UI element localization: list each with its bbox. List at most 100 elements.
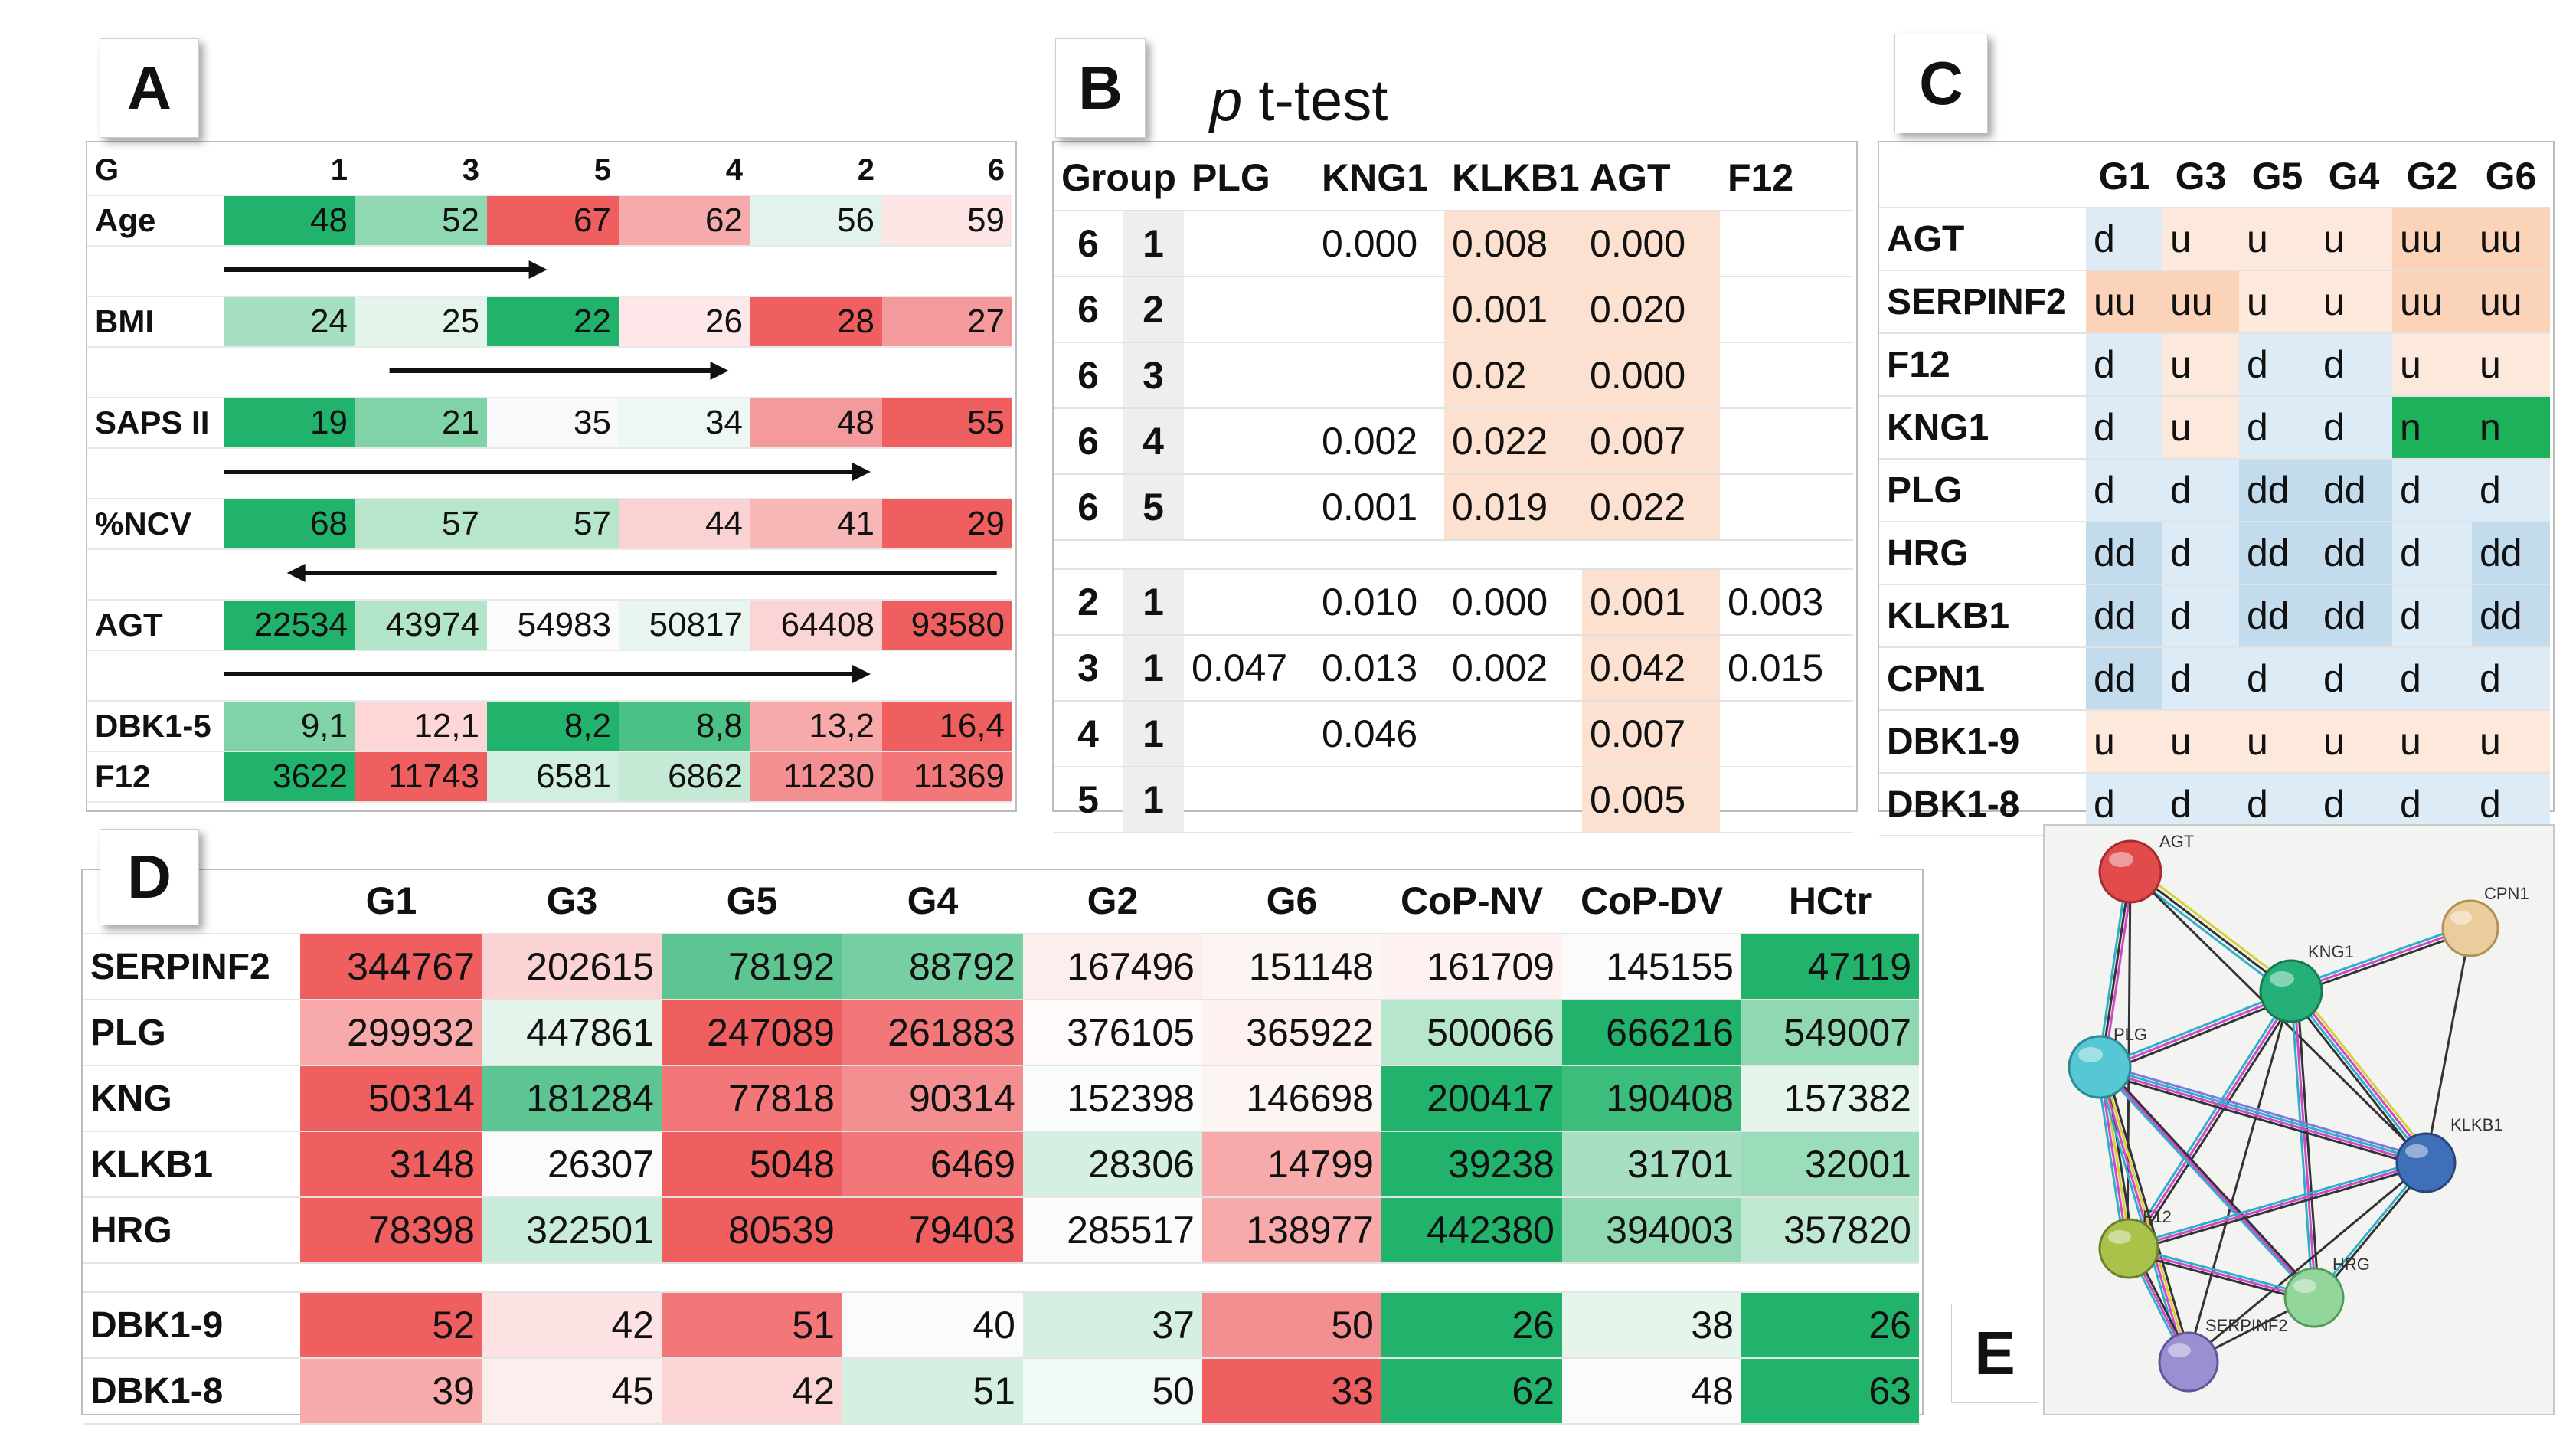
value-cell: 41 xyxy=(750,499,882,550)
ttest-row: 4 1 0.046 0.007 xyxy=(1054,701,1854,767)
group-a: 6 xyxy=(1054,474,1123,541)
row-label: AGT xyxy=(87,600,224,651)
regulation-cell: d xyxy=(2086,459,2162,522)
panel-e-label: E xyxy=(1951,1304,2038,1403)
separator-cell xyxy=(1562,1263,1741,1293)
panel-a-row: AGT 22534 43974 54983 50817 64408 93580 xyxy=(87,600,1012,651)
group-header-cell: 6 xyxy=(882,146,1012,196)
p-value-cell xyxy=(1444,701,1583,767)
protein-label: PLG xyxy=(83,1000,300,1066)
value-cell: 59 xyxy=(882,195,1012,247)
panel-a-table: G 1 3 5 4 2 6 Age 48 52 67 62 56 59 BMI 24 25 22 26 28 27 SAP… xyxy=(87,146,1012,803)
abundance-cell: 152398 xyxy=(1023,1065,1202,1132)
p-symbol: p xyxy=(1210,68,1243,133)
panel-d-table: G1 G3 G5 G4 G2 G6 CoP-NV CoP-DV HCtr SERPINF2 3447… xyxy=(83,869,1919,1425)
protein-header: F12 xyxy=(1720,146,1854,211)
separator-cell xyxy=(300,1263,482,1293)
value-cell: 27 xyxy=(882,296,1012,348)
regulation-cell: n xyxy=(2392,396,2472,460)
protein-label: AGT xyxy=(1879,208,2086,271)
group-a: 3 xyxy=(1054,635,1123,702)
arrow-row xyxy=(87,650,1012,702)
regulation-cell: uu xyxy=(2392,270,2472,334)
value-cell: 55 xyxy=(882,398,1012,449)
arrow-row xyxy=(87,549,1012,601)
panel-a-row: SAPS II 19 21 35 34 48 55 xyxy=(87,398,1012,449)
cohort-header: G2 xyxy=(1023,869,1202,934)
p-value-cell: 0.047 xyxy=(1184,635,1315,702)
cohort-header: G3 xyxy=(482,869,662,934)
abundance-cell: 26 xyxy=(1741,1292,1919,1359)
abundance-cell: 167496 xyxy=(1023,934,1202,1000)
abundance-cell: 357820 xyxy=(1741,1197,1919,1264)
abundance-cell: 447861 xyxy=(482,1000,662,1066)
value-cell: 6862 xyxy=(619,751,750,803)
value-cell: 28 xyxy=(750,296,882,348)
separator-cell xyxy=(482,1263,662,1293)
abundance-cell: 42 xyxy=(662,1358,842,1425)
abundance-cell: 261883 xyxy=(842,1000,1023,1066)
p-value-cell: 0.000 xyxy=(1444,569,1583,636)
regulation-row: DBK1-9 u u u u u u xyxy=(1879,710,2550,774)
p-value-cell: 0.001 xyxy=(1444,277,1583,343)
p-value-cell: 0.013 xyxy=(1314,635,1445,702)
network-nodes xyxy=(2068,839,2499,1393)
title-text: t-test xyxy=(1242,68,1388,133)
label-kng1: KNG1 xyxy=(2308,942,2354,961)
abundance-cell: 51 xyxy=(662,1292,842,1359)
value-cell: 6581 xyxy=(487,751,619,803)
separator-cell xyxy=(1381,1263,1562,1293)
regulation-cell: u xyxy=(2392,710,2472,774)
label-plg: PLG xyxy=(2113,1025,2147,1044)
regulation-row: KLKB1 dd d dd dd d dd xyxy=(1879,584,2550,648)
node-klkb1 xyxy=(2395,1132,2457,1193)
label-serpinf2: SERPINF2 xyxy=(2205,1316,2288,1335)
arrow-spacer xyxy=(87,246,224,297)
trend-arrow-cell xyxy=(224,347,1012,398)
cohort-header: G4 xyxy=(842,869,1023,934)
regulation-cell: d xyxy=(2086,208,2162,271)
node-f12 xyxy=(2098,1218,2159,1279)
network-graph: AGT CPN1 KNG1 PLG KLKB1 F12 HRG SERPINF2 xyxy=(2068,832,2529,1393)
separator-cell xyxy=(1582,540,1721,570)
p-value-cell xyxy=(1720,701,1854,767)
abundance-row: DBK1-8 39 45 42 51 50 33 62 48 63 xyxy=(83,1358,1919,1425)
regulation-cell: dd xyxy=(2472,522,2550,585)
abundance-cell: 90314 xyxy=(842,1065,1023,1132)
p-value-cell xyxy=(1720,211,1854,277)
abundance-cell: 51 xyxy=(842,1358,1023,1425)
arrow-spacer xyxy=(87,347,224,398)
regulation-cell: uu xyxy=(2162,270,2239,334)
regulation-cell: d xyxy=(2392,584,2472,648)
separator-cell xyxy=(662,1263,842,1293)
node-kng1 xyxy=(2259,959,2323,1023)
abundance-cell: 500066 xyxy=(1381,1000,1562,1066)
separator-cell xyxy=(83,1263,300,1293)
group-b: 2 xyxy=(1123,277,1185,343)
p-value-cell: 0.001 xyxy=(1314,474,1445,541)
value-cell: 13,2 xyxy=(750,701,882,752)
p-value-cell xyxy=(1444,767,1583,833)
value-cell: 11743 xyxy=(355,751,487,803)
trend-arrow-cell xyxy=(224,246,1012,297)
protein-label: KNG xyxy=(83,1065,300,1132)
abundance-row: HRG 78398 322501 80539 79403 285517 138977 4423… xyxy=(83,1197,1919,1264)
p-value-cell xyxy=(1184,277,1315,343)
p-value-cell: 0.002 xyxy=(1444,635,1583,702)
panel-a-label: A xyxy=(100,38,199,138)
regulation-cell: d xyxy=(2392,647,2472,711)
group-a: 6 xyxy=(1054,342,1123,409)
p-value-cell: 0.019 xyxy=(1444,474,1583,541)
abundance-cell: 40 xyxy=(842,1292,1023,1359)
protein-label: SERPINF2 xyxy=(1879,270,2086,334)
regulation-cell: d xyxy=(2239,396,2316,460)
abundance-cell: 37 xyxy=(1023,1292,1202,1359)
group-header: G3 xyxy=(2162,146,2239,208)
p-value-cell xyxy=(1184,701,1315,767)
regulation-cell: n xyxy=(2472,396,2550,460)
value-cell: 21 xyxy=(355,398,487,449)
node-plg xyxy=(2068,1035,2132,1099)
protein-label: DBK1-9 xyxy=(1879,710,2086,774)
group-a: 6 xyxy=(1054,211,1123,277)
